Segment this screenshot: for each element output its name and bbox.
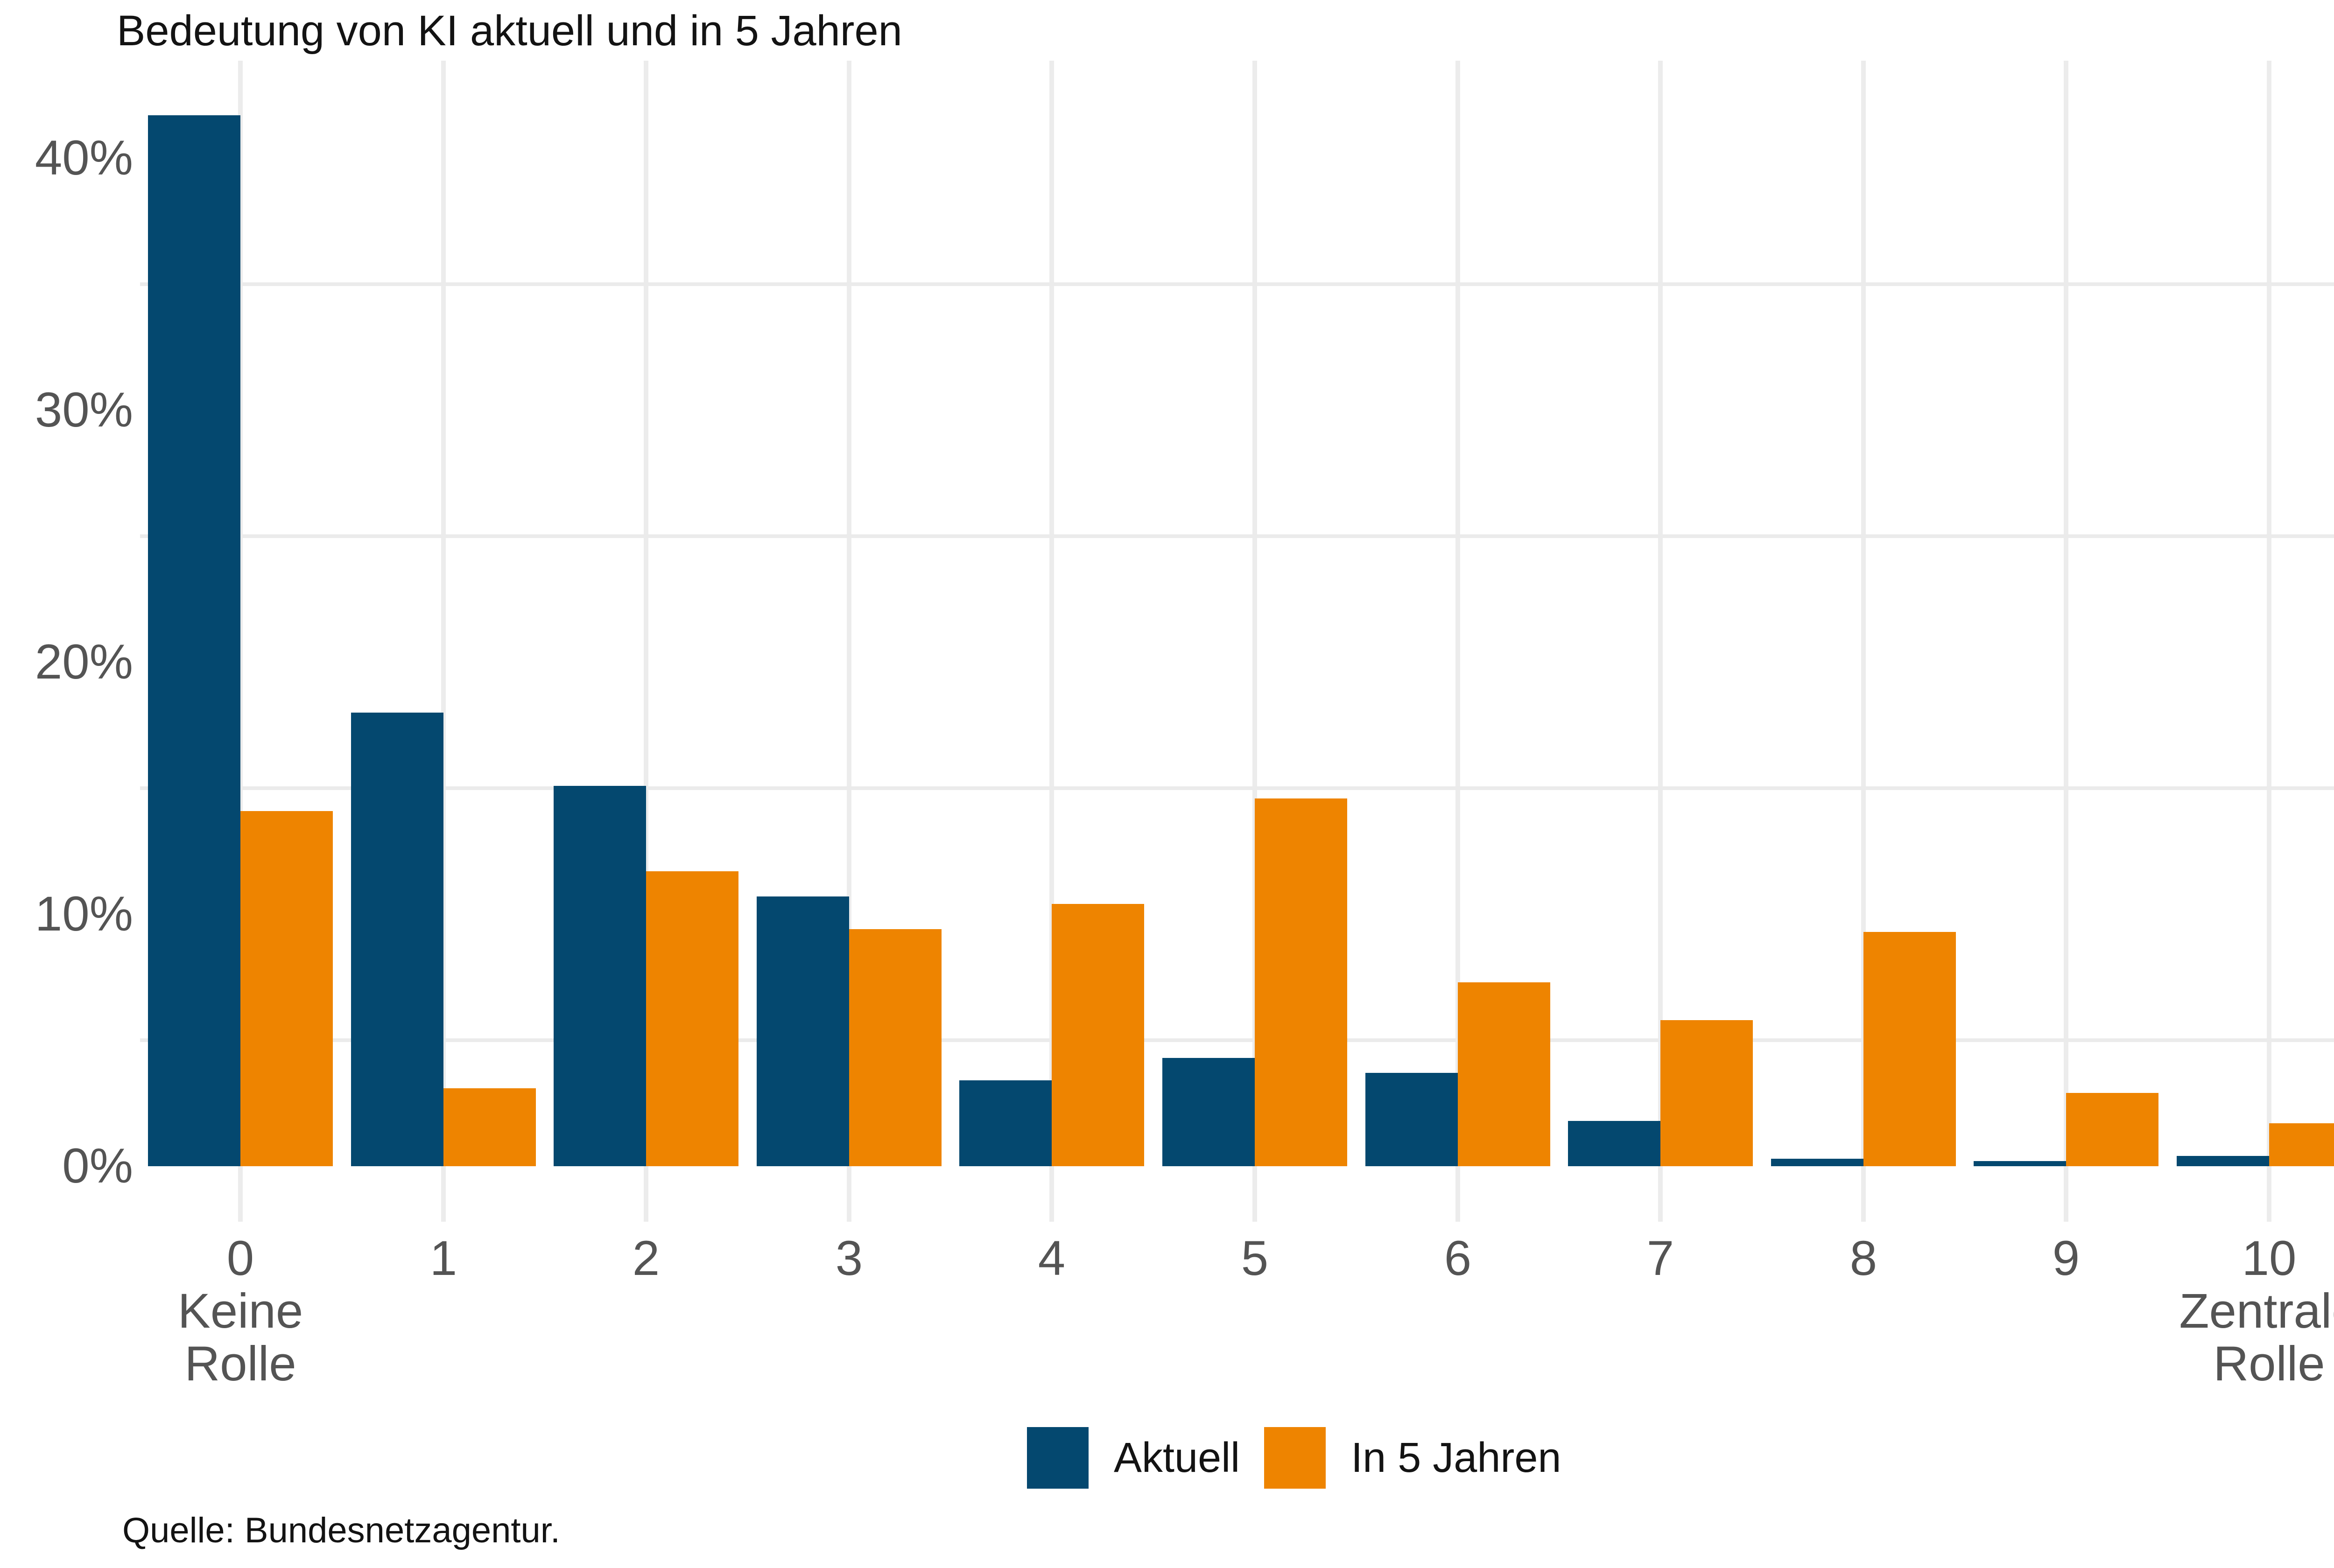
legend-swatch-in-5-jahren bbox=[1264, 1427, 1326, 1489]
vertical-gridline bbox=[441, 61, 446, 1222]
bar-aktuell-0 bbox=[148, 115, 240, 1166]
x-axis-tick-label: 9 bbox=[1965, 1232, 2167, 1285]
vertical-gridline bbox=[1252, 61, 1257, 1222]
y-axis-tick-label: 20% bbox=[35, 635, 133, 689]
vertical-gridline bbox=[1455, 61, 1460, 1222]
x-axis-tick-label: 4 bbox=[950, 1232, 1153, 1285]
bar-aktuell-6 bbox=[1365, 1073, 1458, 1166]
bar-aktuell-1 bbox=[351, 713, 443, 1166]
legend-label-aktuell: Aktuell bbox=[1114, 1435, 1240, 1481]
vertical-gridline bbox=[238, 61, 243, 1222]
x-axis-tick-label-line: 10 bbox=[2242, 1231, 2297, 1286]
bar-aktuell-7 bbox=[1568, 1121, 1660, 1166]
x-axis-tick-label-line: Zentrale bbox=[2179, 1284, 2334, 1338]
x-axis-tick-label-line: 6 bbox=[1444, 1231, 1472, 1286]
bar-in-5-jahren-8 bbox=[1863, 932, 1956, 1166]
x-axis-tick-label-line: Keine bbox=[177, 1284, 303, 1338]
bar-in-5-jahren-1 bbox=[443, 1088, 536, 1166]
vertical-gridline bbox=[1049, 61, 1055, 1222]
bar-aktuell-10 bbox=[2177, 1156, 2269, 1166]
vertical-gridline bbox=[2064, 61, 2069, 1222]
x-axis-tick-label-line: 8 bbox=[1849, 1231, 1877, 1286]
x-axis-tick-label: 10ZentraleRolle bbox=[2168, 1232, 2334, 1390]
x-axis-tick-label-line: Rolle bbox=[184, 1337, 296, 1391]
bar-aktuell-2 bbox=[554, 786, 646, 1166]
bar-in-5-jahren-0 bbox=[240, 811, 333, 1166]
vertical-gridline bbox=[644, 61, 649, 1222]
legend: Aktuell In 5 Jahren bbox=[1027, 1427, 1561, 1489]
bar-aktuell-4 bbox=[959, 1080, 1052, 1166]
bar-in-5-jahren-5 bbox=[1255, 798, 1347, 1166]
horizontal-gridline bbox=[140, 1038, 2334, 1042]
horizontal-gridline bbox=[140, 282, 2334, 286]
y-axis-tick-label: 40% bbox=[35, 131, 133, 185]
bar-in-5-jahren-2 bbox=[646, 871, 738, 1166]
x-axis-tick-label-line: 5 bbox=[1241, 1231, 1269, 1286]
bar-in-5-jahren-6 bbox=[1458, 982, 1550, 1166]
bar-aktuell-8 bbox=[1771, 1159, 1863, 1166]
x-axis-tick-label-line: 4 bbox=[1038, 1231, 1066, 1286]
x-axis-tick-label-line: 9 bbox=[2052, 1231, 2080, 1286]
x-axis-tick-label-line: 7 bbox=[1646, 1231, 1674, 1286]
vertical-gridline bbox=[2267, 61, 2271, 1222]
bar-in-5-jahren-10 bbox=[2269, 1123, 2334, 1166]
y-axis-tick-label: 10% bbox=[35, 887, 133, 941]
x-axis-tick-label-line: 0 bbox=[226, 1231, 254, 1286]
bar-in-5-jahren-4 bbox=[1052, 904, 1144, 1166]
x-axis-tick-label: 0 Keine Rolle bbox=[139, 1232, 342, 1390]
horizontal-gridline bbox=[140, 534, 2334, 538]
legend-item-aktuell: Aktuell bbox=[1027, 1427, 1240, 1489]
bar-in-5-jahren-9 bbox=[2066, 1093, 2158, 1166]
x-axis-tick-label: 6 bbox=[1357, 1232, 1559, 1285]
x-axis-tick-label: 1 bbox=[342, 1232, 545, 1285]
vertical-gridline bbox=[1658, 61, 1663, 1222]
vertical-gridline bbox=[846, 61, 851, 1222]
legend-item-in-5-jahren: In 5 Jahren bbox=[1264, 1427, 1561, 1489]
vertical-gridline bbox=[1861, 61, 1866, 1222]
x-axis-tick-label: 3 bbox=[748, 1232, 950, 1285]
horizontal-gridline bbox=[140, 786, 2334, 790]
legend-swatch-aktuell bbox=[1027, 1427, 1089, 1489]
x-axis-tick-label-line: 3 bbox=[835, 1231, 863, 1286]
bar-in-5-jahren-7 bbox=[1660, 1020, 1753, 1166]
x-axis-tick-label: 5 bbox=[1153, 1232, 1356, 1285]
x-axis-tick-label: 8 bbox=[1762, 1232, 1965, 1285]
y-axis-tick-label: 30% bbox=[35, 383, 133, 437]
bar-aktuell-3 bbox=[757, 896, 849, 1166]
bar-in-5-jahren-3 bbox=[849, 929, 942, 1166]
x-axis-tick-label-line: Rolle bbox=[2213, 1337, 2325, 1391]
bar-aktuell-9 bbox=[1974, 1161, 2066, 1166]
x-axis-tick-label-line: 1 bbox=[429, 1231, 457, 1286]
x-axis-tick-label-line: 2 bbox=[632, 1231, 660, 1286]
y-axis-tick-label: 0% bbox=[62, 1139, 133, 1193]
source-note: Quelle: Bundesnetzagentur. bbox=[122, 1511, 561, 1550]
bar-aktuell-5 bbox=[1162, 1058, 1255, 1166]
x-axis-tick-label: 7 bbox=[1559, 1232, 1762, 1285]
x-axis-tick-label: 2 bbox=[545, 1232, 747, 1285]
chart-title: Bedeutung von KI aktuell und in 5 Jahren bbox=[117, 7, 902, 55]
legend-label-in-5-jahren: In 5 Jahren bbox=[1351, 1435, 1561, 1481]
